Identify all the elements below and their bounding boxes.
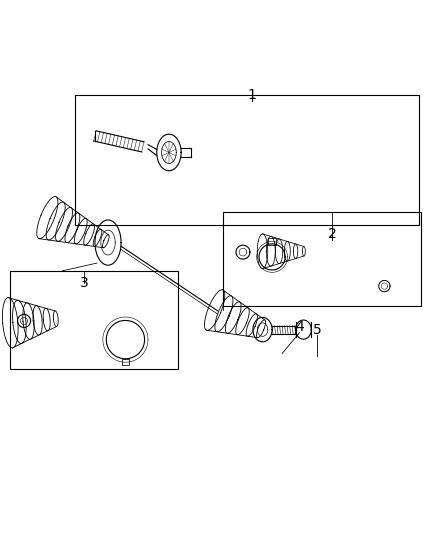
Bar xyxy=(75,94,419,225)
Text: 1: 1 xyxy=(247,87,256,102)
Text: 4: 4 xyxy=(295,320,304,334)
Text: 3: 3 xyxy=(80,276,88,290)
Text: 2: 2 xyxy=(328,227,336,241)
Bar xyxy=(223,212,421,305)
Bar xyxy=(268,238,276,245)
Bar xyxy=(121,359,129,365)
Text: 5: 5 xyxy=(313,322,321,337)
Bar xyxy=(10,271,178,369)
